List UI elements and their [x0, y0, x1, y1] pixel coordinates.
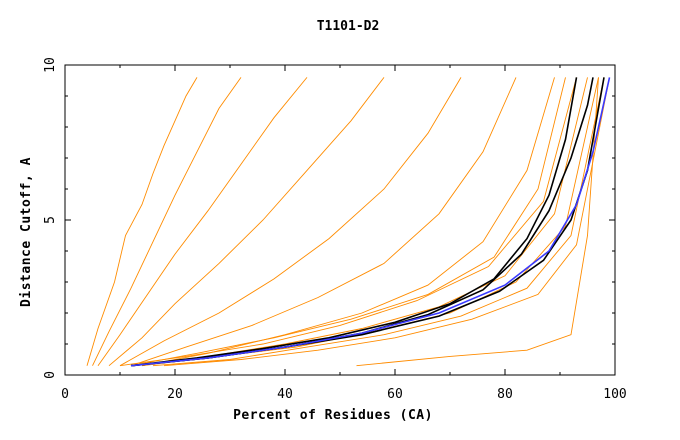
axis-ticks: 0 20 40 60 80 100 0 5 10 — [43, 57, 627, 402]
highlight-line-17 — [130, 77, 611, 367]
model-line-13 — [356, 77, 599, 367]
chart-title: T1101-D2 — [317, 19, 380, 34]
model-line-1 — [92, 77, 242, 366]
model-line-7 — [130, 77, 566, 367]
x-tick-label: 60 — [387, 387, 403, 402]
model-line-3 — [108, 77, 385, 367]
x-tick-label: 40 — [277, 387, 293, 402]
x-tick-label: 100 — [603, 387, 626, 402]
x-tick-label: 20 — [167, 387, 183, 402]
model-line-8 — [119, 77, 577, 367]
model-line-4 — [119, 77, 462, 367]
model-line-0 — [86, 77, 198, 366]
highlight-line-14 — [130, 77, 578, 367]
model-line-10 — [141, 77, 599, 367]
plot-frame — [64, 64, 616, 376]
y-tick-label: 10 — [43, 57, 58, 73]
y-tick-label: 5 — [43, 216, 58, 224]
model-line-11 — [152, 77, 605, 367]
x-axis-label: Percent of Residues (CA) — [233, 408, 433, 423]
highlight-line-16 — [130, 77, 605, 367]
model-line-5 — [130, 77, 517, 367]
y-tick-label: 0 — [43, 371, 58, 379]
model-line-12 — [163, 77, 610, 367]
model-line-6 — [141, 77, 555, 367]
y-axis-label: Distance Cutoff, A — [19, 157, 34, 307]
x-tick-label: 0 — [61, 387, 69, 402]
plot-lines — [86, 77, 611, 367]
model-line-2 — [97, 77, 308, 366]
x-tick-label: 80 — [497, 387, 513, 402]
